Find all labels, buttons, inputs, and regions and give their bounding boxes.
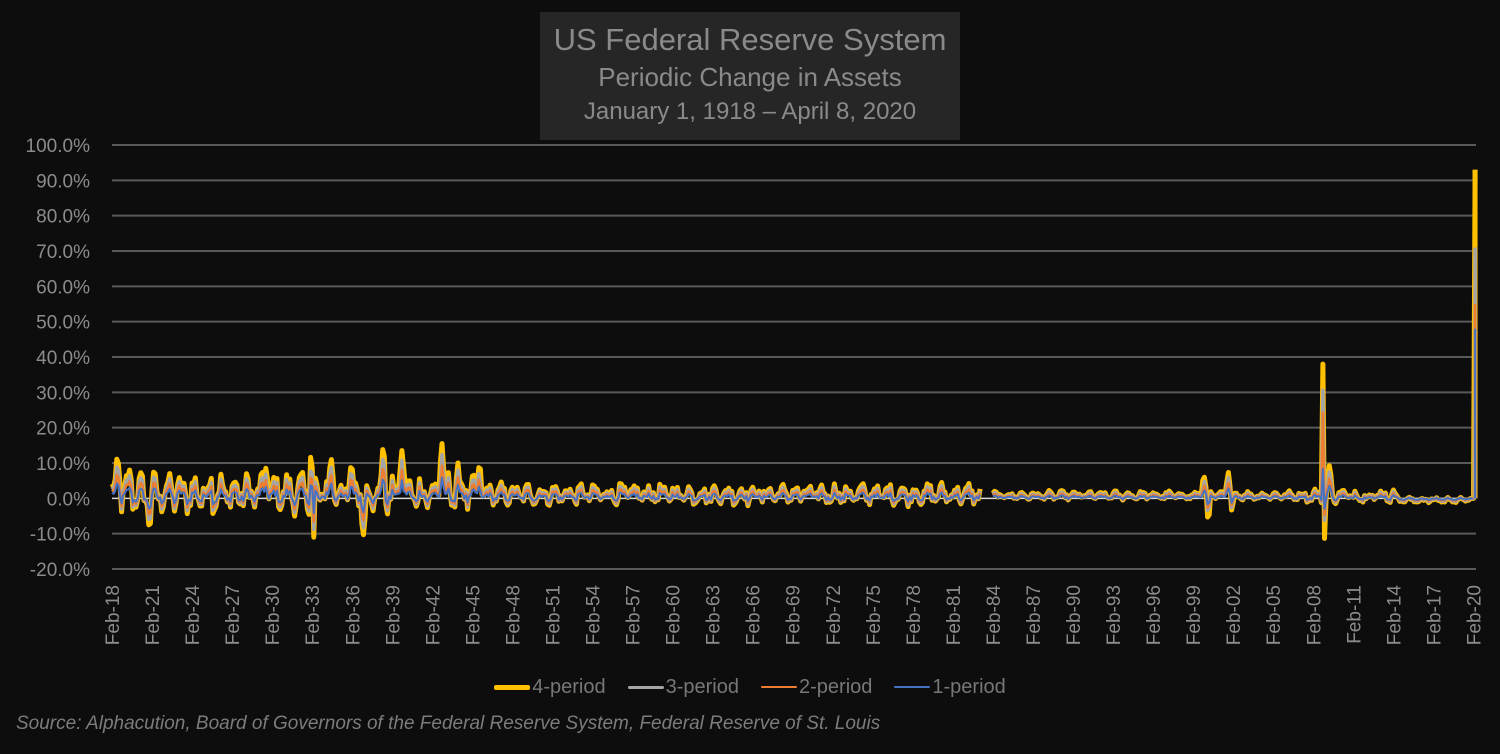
x-tick-label: Feb-30	[263, 585, 284, 645]
y-tick-label: 0.0%	[47, 489, 90, 510]
x-tick-label: Feb-42	[423, 585, 444, 645]
x-tick-label: Feb-39	[383, 585, 404, 645]
legend-label: 2-period	[799, 675, 873, 698]
legend-label: 3-period	[665, 675, 739, 698]
x-tick-label: Feb-54	[584, 585, 605, 646]
x-tick-label: Feb-75	[864, 585, 885, 645]
x-axis-ticks: Feb-18 Feb-21 Feb-24 Feb-27 Feb-30 Feb-33 Feb-…	[103, 585, 1485, 646]
x-tick-label: Feb-87	[1024, 585, 1045, 645]
y-tick-label: -10.0%	[30, 525, 90, 546]
x-tick-label: Feb-08	[1304, 585, 1325, 645]
x-tick-label: Feb-18	[103, 585, 124, 645]
x-tick-label: Feb-78	[904, 585, 925, 645]
series-lines	[109, 169, 1478, 541]
legend-swatch-4-period	[494, 684, 531, 690]
x-tick-label: Feb-96	[1144, 585, 1165, 645]
y-tick-label: 90.0%	[36, 171, 90, 192]
x-tick-label: Feb-27	[223, 585, 244, 645]
x-tick-label: Feb-17	[1424, 585, 1445, 645]
x-tick-label: Feb-14	[1384, 585, 1405, 646]
chart-subtitle: Periodic Change in Assets	[598, 62, 902, 92]
x-tick-label: Feb-69	[784, 585, 805, 645]
legend-item-2-period[interactable]: 2-period	[761, 676, 872, 699]
y-tick-label: 70.0%	[36, 242, 90, 263]
x-tick-label: Feb-57	[624, 585, 645, 645]
legend: 4-period 3-period 2-period 1-period	[0, 674, 1500, 700]
series-line-2-period	[992, 301, 1477, 517]
legend-swatch-2-period	[761, 686, 797, 688]
x-tick-label: Feb-05	[1264, 585, 1285, 645]
legend-item-3-period[interactable]: 3-period	[627, 675, 739, 699]
y-tick-label: 50.0%	[36, 313, 90, 334]
x-tick-label: Feb-99	[1184, 585, 1205, 645]
x-tick-label: Feb-81	[944, 585, 965, 645]
y-tick-label: 10.0%	[36, 454, 90, 475]
x-tick-label: Feb-63	[704, 585, 725, 645]
x-tick-label: Feb-02	[1224, 585, 1245, 645]
x-tick-label: Feb-51	[543, 585, 564, 645]
legend-item-4-period[interactable]: 4-period	[494, 675, 606, 699]
x-tick-label: Feb-60	[664, 585, 685, 645]
legend-label: 4-period	[532, 675, 606, 698]
x-tick-label: Feb-72	[824, 585, 845, 645]
y-tick-label: -20.0%	[30, 560, 90, 581]
chart-title-box: US Federal Reserve System Periodic Chang…	[540, 12, 960, 140]
y-tick-label: 30.0%	[36, 383, 90, 404]
legend-item-1-period[interactable]: 1-period	[894, 675, 1006, 699]
x-tick-label: Feb-21	[143, 585, 164, 645]
legend-label: 1-period	[932, 675, 1006, 698]
x-tick-label: Feb-48	[503, 585, 524, 645]
x-tick-label: Feb-90	[1064, 585, 1085, 645]
series-line-1-period	[111, 476, 982, 515]
x-tick-label: Feb-33	[303, 585, 324, 645]
x-tick-label: Feb-24	[183, 585, 204, 646]
chart-date-range: January 1, 1918 – April 8, 2020	[583, 98, 917, 125]
x-tick-label: Feb-11	[1344, 585, 1365, 644]
y-tick-label: 20.0%	[36, 419, 90, 440]
x-tick-label: Feb-20	[1464, 585, 1485, 645]
source-note: Source: Alphacution, Board of Governors …	[16, 713, 881, 734]
x-tick-label: Feb-45	[463, 585, 484, 645]
y-tick-label: 40.0%	[36, 348, 90, 369]
series-line-1-period	[992, 328, 1477, 510]
chart-title: US Federal Reserve System	[553, 22, 947, 57]
gridlines	[112, 144, 1476, 570]
x-tick-label: Feb-84	[984, 585, 1005, 646]
series-line-4-period	[990, 169, 1478, 541]
series-line-4-period	[109, 441, 983, 540]
y-tick-label: 60.0%	[36, 277, 90, 298]
x-tick-label: Feb-93	[1104, 585, 1125, 645]
x-tick-label: Feb-66	[744, 585, 765, 645]
legend-swatch-1-period	[894, 686, 931, 688]
y-tick-label: 100.0%	[26, 136, 91, 157]
series-line-3-period	[991, 235, 1477, 523]
legend-swatch-3-period	[627, 685, 664, 689]
y-tick-label: 80.0%	[36, 207, 90, 228]
x-tick-label: Feb-36	[343, 585, 364, 645]
y-axis-ticks: 100.0% 90.0% 80.0% 70.0% 60.0% 50.0% 40.0% 30.0…	[26, 136, 91, 581]
